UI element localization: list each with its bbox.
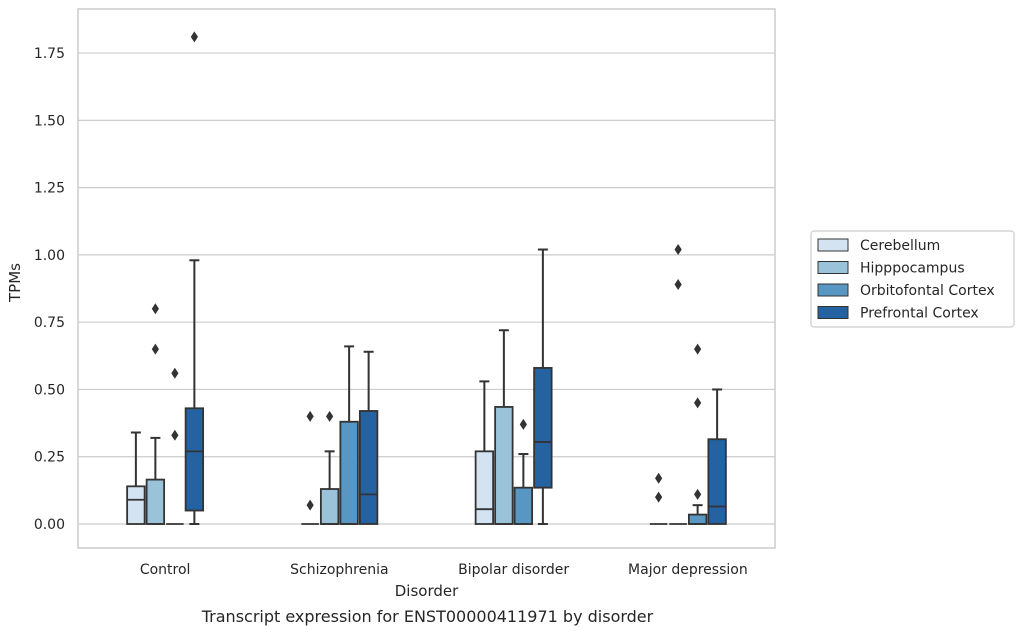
box-2-2	[513, 418, 534, 525]
y-tick-labels: 0.00 0.25 0.50 0.75 1.00 1.25 1.50 1.75	[34, 46, 65, 533]
legend: Cerebellum Hipppocampus Orbitofontal Corte…	[810, 230, 1015, 328]
box-body	[339, 420, 359, 525]
plot-frame	[77, 8, 776, 549]
box-0-2	[166, 367, 184, 525]
outlier-point	[674, 279, 682, 291]
legend-swatch	[817, 261, 849, 274]
box-1-3	[358, 350, 379, 525]
box-2-3	[533, 248, 553, 525]
box-1-1	[319, 410, 340, 525]
outlier-point	[326, 410, 334, 422]
x-tick-label: Bipolar disorder	[458, 562, 569, 578]
y-tick-label: 0.00	[34, 517, 65, 533]
outlier-point	[674, 244, 682, 256]
outlier-point	[306, 410, 314, 422]
box-2-0	[474, 380, 495, 525]
y-axis-label: TPMs	[6, 263, 24, 303]
y-tick-label: 1.75	[34, 46, 65, 62]
legend-item: Cerebellum	[817, 238, 940, 254]
box-3-2	[687, 343, 708, 525]
outlier-point	[151, 303, 159, 315]
outlier-point	[151, 343, 159, 355]
chart-caption: Transcript expression for ENST0000041197…	[201, 607, 654, 626]
legend-item: Orbitofontal Cortex	[817, 283, 995, 299]
legend-swatch	[817, 283, 849, 297]
box-body	[533, 367, 553, 489]
outlier-point	[306, 499, 314, 511]
grid-layer	[78, 52, 775, 525]
box-3-0	[649, 472, 668, 525]
outlier-point	[655, 472, 663, 484]
x-axis-label: Disorder	[395, 582, 459, 600]
box-body	[358, 410, 379, 525]
outlier-point	[694, 343, 702, 355]
x-tick-label: Major depression	[628, 562, 748, 578]
legend-item: Hipppocampus	[817, 261, 965, 277]
outlier-point	[171, 367, 179, 379]
box-body	[707, 438, 727, 525]
box-0-0	[126, 431, 146, 525]
box-3-1	[669, 244, 687, 525]
legend-item: Prefrontal Cortex	[817, 306, 979, 322]
legend-frame	[810, 230, 1015, 328]
legend-swatch	[817, 238, 849, 252]
legend-swatch	[817, 306, 849, 319]
box-3-3	[707, 388, 727, 525]
y-tick-label: 1.00	[34, 248, 65, 264]
legend-label: Prefrontal Cortex	[860, 306, 979, 322]
y-tick-label: 0.25	[34, 450, 65, 466]
box-body	[687, 513, 708, 525]
outlier-point	[694, 488, 702, 500]
box-body	[184, 407, 205, 512]
legend-label: Orbitofontal Cortex	[860, 283, 995, 299]
legend-label: Cerebellum	[860, 238, 940, 254]
box-1-0	[301, 410, 319, 525]
x-tick-label: Control	[140, 562, 191, 578]
x-tick-label: Schizophrenia	[290, 562, 388, 578]
legend-label: Hipppocampus	[860, 261, 965, 277]
y-tick-label: 0.50	[34, 382, 65, 398]
y-tick-label: 1.50	[34, 113, 65, 129]
box-layer	[126, 31, 727, 525]
x-tick-labels: Control Schizophrenia Bipolar disorder Majo…	[140, 562, 748, 578]
box-0-3	[184, 31, 205, 525]
box-body	[126, 485, 146, 525]
outlier-point	[190, 31, 198, 43]
box-body	[513, 486, 534, 525]
box-2-1	[494, 329, 514, 525]
box-body	[494, 406, 514, 525]
box-body	[145, 478, 166, 525]
y-tick-label: 1.25	[34, 181, 65, 197]
outlier-point	[519, 418, 527, 430]
box-body	[474, 450, 495, 525]
outlier-point	[694, 397, 702, 409]
box-0-1	[145, 303, 166, 525]
box-body	[319, 488, 340, 525]
outlier-point	[171, 429, 179, 441]
y-tick-label: 0.75	[34, 315, 65, 331]
box-1-2	[339, 345, 359, 525]
outlier-point	[655, 491, 663, 503]
